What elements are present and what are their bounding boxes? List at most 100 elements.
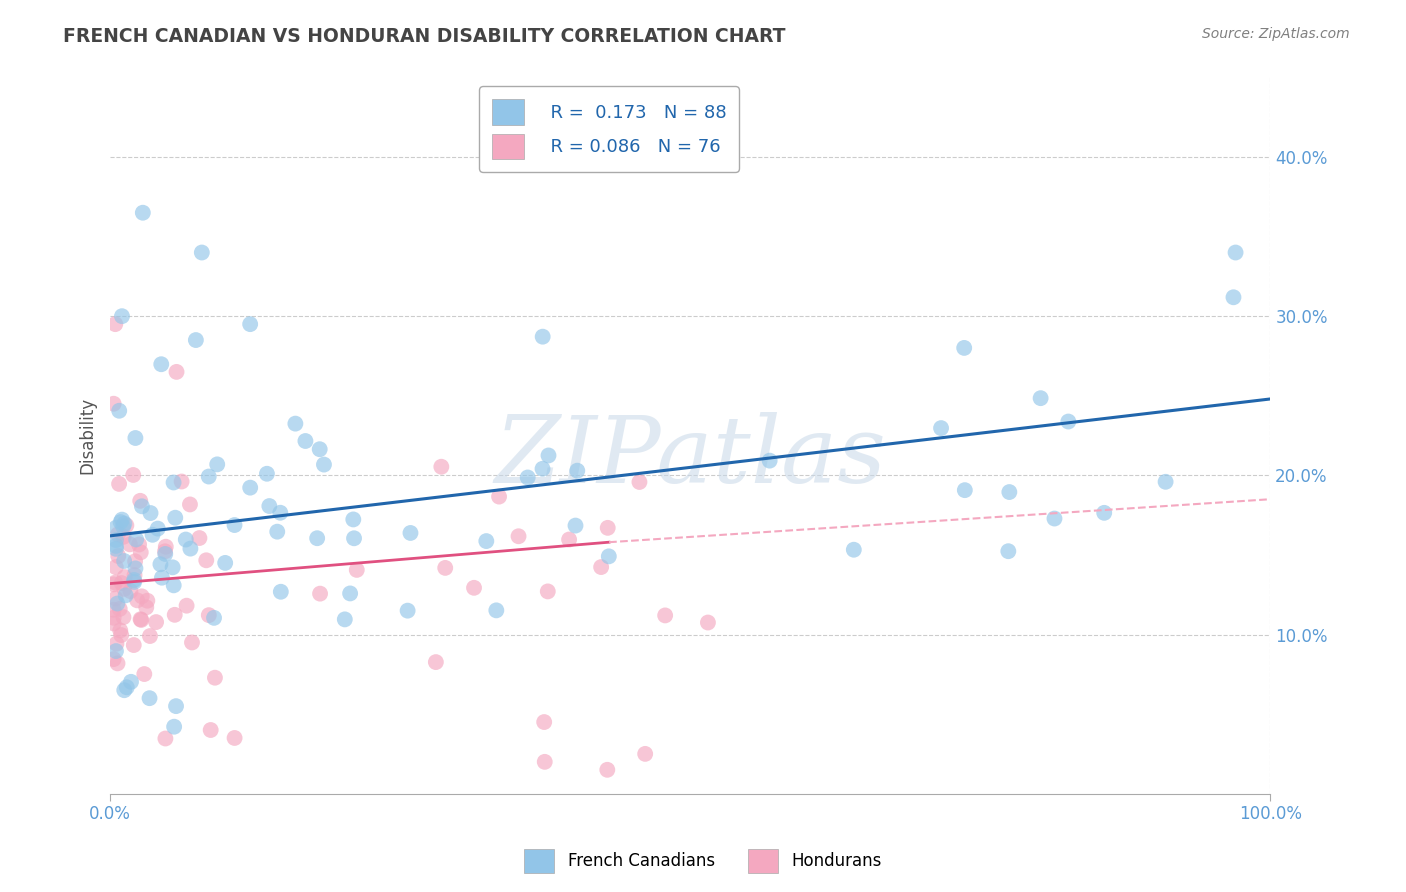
- French Canadians: [339, 586, 361, 600]
- French Canadians: [266, 524, 288, 539]
- Hondurans: [697, 615, 720, 630]
- French Canadians: [112, 683, 135, 698]
- French Canadians: [111, 309, 134, 323]
- French Canadians: [531, 329, 554, 343]
- French Canadians: [162, 475, 184, 490]
- Hondurans: [654, 608, 676, 623]
- French Canadians: [104, 539, 127, 553]
- French Canadians: [197, 469, 219, 483]
- Hondurans: [129, 612, 152, 626]
- French Canadians: [953, 483, 976, 498]
- Hondurans: [112, 530, 135, 544]
- Hondurans: [114, 570, 136, 584]
- French Canadians: [104, 644, 127, 658]
- Hondurans: [103, 603, 125, 617]
- Hondurans: [430, 459, 453, 474]
- French Canadians: [104, 533, 127, 547]
- French Canadians: [842, 542, 865, 557]
- French Canadians: [997, 544, 1019, 558]
- Hondurans: [425, 655, 447, 669]
- French Canadians: [114, 588, 136, 602]
- French Canadians: [108, 403, 131, 417]
- Hondurans: [166, 365, 188, 379]
- Hondurans: [198, 608, 221, 623]
- French Canadians: [239, 317, 262, 331]
- Hondurans: [108, 476, 131, 491]
- Hondurans: [104, 317, 127, 331]
- French Canadians: [1222, 290, 1244, 304]
- Hondurans: [104, 560, 127, 574]
- Hondurans: [163, 607, 186, 622]
- French Canadians: [162, 560, 184, 574]
- Hondurans: [135, 600, 157, 615]
- Hondurans: [128, 537, 150, 551]
- French Canadians: [269, 506, 291, 520]
- French Canadians: [537, 449, 560, 463]
- French Canadians: [111, 513, 134, 527]
- Hondurans: [488, 490, 510, 504]
- French Canadians: [308, 442, 330, 457]
- Text: Source: ZipAtlas.com: Source: ZipAtlas.com: [1202, 27, 1350, 41]
- French Canadians: [270, 584, 292, 599]
- Hondurans: [107, 549, 129, 563]
- Hondurans: [434, 561, 457, 575]
- French Canadians: [112, 554, 135, 568]
- French Canadians: [124, 561, 146, 575]
- French Canadians: [998, 485, 1021, 500]
- French Canadians: [150, 571, 173, 585]
- Hondurans: [596, 521, 619, 535]
- French Canadians: [516, 470, 538, 484]
- French Canadians: [110, 515, 132, 529]
- Hondurans: [127, 593, 149, 607]
- French Canadians: [149, 558, 172, 572]
- Hondurans: [122, 467, 145, 482]
- Hondurans: [129, 613, 152, 627]
- Hondurans: [124, 568, 146, 582]
- French Canadians: [1043, 511, 1066, 525]
- Hondurans: [200, 723, 222, 737]
- Hondurans: [145, 615, 167, 629]
- French Canadians: [256, 467, 278, 481]
- French Canadians: [1154, 475, 1177, 489]
- French Canadians: [155, 547, 177, 561]
- Hondurans: [134, 667, 156, 681]
- Hondurans: [103, 652, 125, 666]
- French Canadians: [758, 453, 780, 467]
- French Canadians: [259, 499, 281, 513]
- Hondurans: [346, 563, 368, 577]
- Hondurans: [170, 475, 193, 489]
- French Canadians: [174, 533, 197, 547]
- Hondurans: [108, 602, 131, 616]
- Hondurans: [628, 475, 651, 489]
- French Canadians: [104, 521, 127, 535]
- Hondurans: [533, 714, 555, 729]
- French Canadians: [1092, 506, 1115, 520]
- French Canadians: [1029, 391, 1052, 405]
- French Canadians: [531, 462, 554, 476]
- Hondurans: [103, 577, 125, 591]
- French Canadians: [165, 510, 187, 524]
- French Canadians: [163, 578, 186, 592]
- French Canadians: [564, 518, 586, 533]
- Hondurans: [179, 498, 201, 512]
- Hondurans: [188, 531, 211, 545]
- French Canadians: [132, 205, 155, 219]
- French Canadians: [485, 603, 508, 617]
- French Canadians: [312, 458, 335, 472]
- Hondurans: [129, 545, 152, 559]
- French Canadians: [120, 674, 142, 689]
- French Canadians: [343, 531, 366, 545]
- Hondurans: [120, 584, 142, 599]
- French Canadians: [567, 464, 589, 478]
- French Canadians: [333, 612, 356, 626]
- French Canadians: [929, 421, 952, 435]
- French Canadians: [214, 556, 236, 570]
- French Canadians: [122, 573, 145, 587]
- French Canadians: [202, 611, 225, 625]
- French Canadians: [104, 541, 127, 556]
- Text: FRENCH CANADIAN VS HONDURAN DISABILITY CORRELATION CHART: FRENCH CANADIAN VS HONDURAN DISABILITY C…: [63, 27, 786, 45]
- Hondurans: [309, 587, 332, 601]
- French Canadians: [1225, 245, 1247, 260]
- French Canadians: [224, 518, 246, 533]
- Hondurans: [558, 533, 581, 547]
